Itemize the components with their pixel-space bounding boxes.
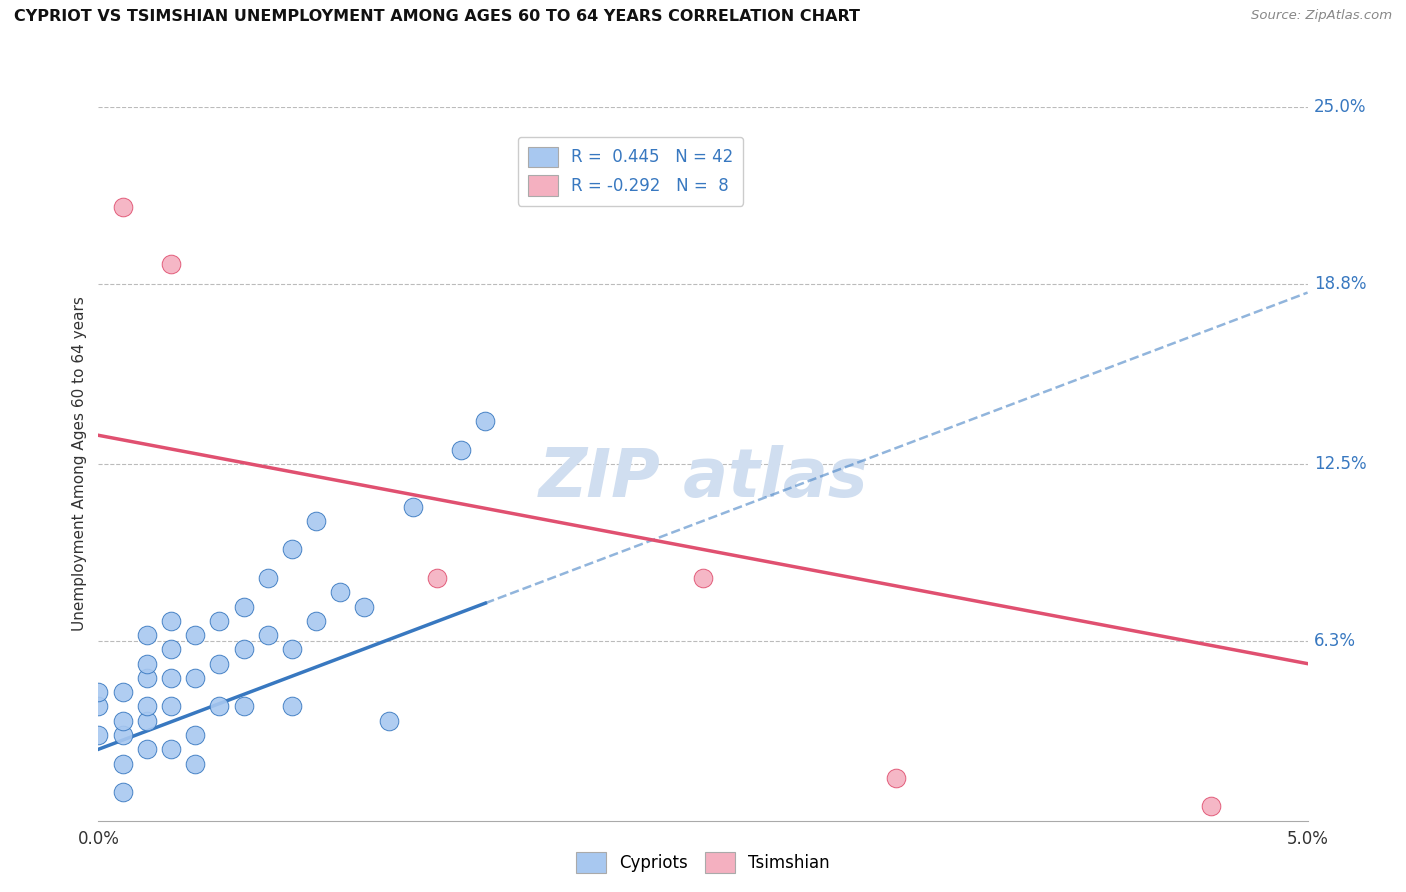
- Point: [87, 728, 110, 742]
- Point: [135, 714, 157, 728]
- Point: [111, 714, 134, 728]
- Point: [208, 614, 231, 628]
- Text: CYPRIOT VS TSIMSHIAN UNEMPLOYMENT AMONG AGES 60 TO 64 YEARS CORRELATION CHART: CYPRIOT VS TSIMSHIAN UNEMPLOYMENT AMONG …: [14, 9, 860, 24]
- Point: [87, 685, 110, 699]
- Point: [184, 756, 207, 771]
- Point: [208, 699, 231, 714]
- Point: [160, 742, 183, 756]
- Point: [256, 571, 278, 585]
- Point: [208, 657, 231, 671]
- Point: [232, 699, 254, 714]
- Text: 6.3%: 6.3%: [1313, 632, 1355, 649]
- Point: [135, 628, 157, 642]
- Point: [474, 414, 496, 428]
- Text: 18.8%: 18.8%: [1313, 275, 1367, 293]
- Point: [329, 585, 352, 599]
- Point: [450, 442, 472, 457]
- Point: [135, 699, 157, 714]
- Point: [160, 671, 183, 685]
- Point: [281, 542, 304, 557]
- Point: [232, 599, 254, 614]
- Point: [160, 614, 183, 628]
- Point: [281, 699, 304, 714]
- Y-axis label: Unemployment Among Ages 60 to 64 years: Unemployment Among Ages 60 to 64 years: [72, 296, 87, 632]
- Point: [281, 642, 304, 657]
- Point: [160, 257, 183, 271]
- Legend: R =  0.445   N = 42, R = -0.292   N =  8: R = 0.445 N = 42, R = -0.292 N = 8: [517, 136, 744, 206]
- Point: [305, 614, 328, 628]
- Point: [184, 628, 207, 642]
- Point: [426, 571, 449, 585]
- Point: [160, 642, 183, 657]
- Point: [256, 628, 278, 642]
- Point: [111, 728, 134, 742]
- Point: [184, 728, 207, 742]
- Point: [87, 699, 110, 714]
- Point: [111, 756, 134, 771]
- Point: [886, 771, 908, 785]
- Text: Source: ZipAtlas.com: Source: ZipAtlas.com: [1251, 9, 1392, 22]
- Text: 25.0%: 25.0%: [1313, 98, 1367, 116]
- Point: [111, 785, 134, 799]
- Text: ZIP atlas: ZIP atlas: [538, 445, 868, 511]
- Point: [232, 642, 254, 657]
- Point: [111, 685, 134, 699]
- Point: [135, 671, 157, 685]
- Point: [111, 200, 134, 214]
- Point: [353, 599, 375, 614]
- Point: [1199, 799, 1222, 814]
- Text: 12.5%: 12.5%: [1313, 455, 1367, 473]
- Point: [402, 500, 425, 514]
- Point: [377, 714, 399, 728]
- Point: [184, 671, 207, 685]
- Point: [135, 742, 157, 756]
- Legend: Cypriots, Tsimshian: Cypriots, Tsimshian: [569, 846, 837, 880]
- Point: [135, 657, 157, 671]
- Point: [692, 571, 714, 585]
- Point: [305, 514, 328, 528]
- Point: [160, 699, 183, 714]
